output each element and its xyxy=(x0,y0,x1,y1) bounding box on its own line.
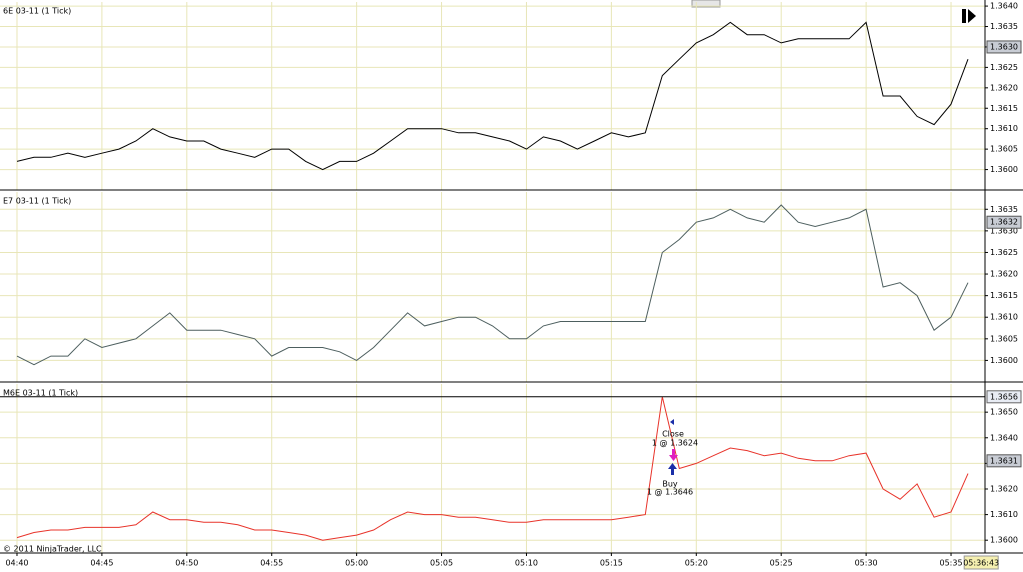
last-price-tag xyxy=(986,454,1022,468)
last-price-tag xyxy=(986,215,1022,229)
y-tick-label: 1.3635 xyxy=(990,205,1018,214)
y-tick-label: 1.3605 xyxy=(990,145,1018,154)
annotation: 1 @ 1.3624 xyxy=(652,439,698,448)
y-tick-label: 1.3615 xyxy=(990,291,1018,300)
y-tick-label: 1.3610 xyxy=(990,510,1018,519)
x-tick-label: 05:25 xyxy=(770,559,793,568)
x-tick-label: 05:35 xyxy=(940,559,963,568)
y-tick-label: 1.3620 xyxy=(990,484,1018,493)
panel-title: 6E 03-11 (1 Tick) xyxy=(3,7,71,16)
y-tick-label: 1.3640 xyxy=(990,433,1018,442)
annotation: Close xyxy=(662,430,684,439)
y-tick-label: 1.3600 xyxy=(990,356,1018,365)
last-price-tag xyxy=(986,40,1022,54)
annotation: Buy xyxy=(662,480,678,489)
y-tick-label: 1.3610 xyxy=(990,124,1018,133)
trade-annotations: Close 1 @ 1.3624 Buy 1 @ 1.3646 xyxy=(647,419,698,497)
x-tick-label: 05:30 xyxy=(855,559,878,568)
y-tick-label: 1.3620 xyxy=(990,270,1018,279)
high-price-label: 1.3656 xyxy=(990,392,1018,401)
x-tick-label: 05:20 xyxy=(685,559,708,568)
last-price-label: 1.3632 xyxy=(990,218,1018,227)
y-tick-label: 1.3600 xyxy=(990,536,1018,545)
panel-tab[interactable] xyxy=(691,0,721,8)
high-price-tag xyxy=(986,390,1022,404)
x-tick-label: 05:15 xyxy=(600,559,623,568)
last-price-label: 1.3630 xyxy=(990,42,1018,51)
y-tick-label: 1.3620 xyxy=(990,83,1018,92)
y-tick-label: 1.3605 xyxy=(990,334,1018,343)
x-tick-label: 05:00 xyxy=(345,559,368,568)
y-tick-label: 1.3625 xyxy=(990,248,1018,257)
exit-marker xyxy=(670,419,674,425)
last-price-label: 1.3631 xyxy=(990,456,1018,465)
y-tick-label: 1.3630 xyxy=(990,226,1018,235)
x-tick-label: 05:10 xyxy=(515,559,538,568)
price-line xyxy=(16,204,969,366)
current-time-label: 05:36:43 xyxy=(963,559,999,568)
price-line xyxy=(16,396,969,541)
x-tick-label: 05:05 xyxy=(430,559,453,568)
scroll-end-icon[interactable] xyxy=(968,9,976,23)
annotation: 1 @ 1.3646 xyxy=(647,488,693,497)
panel-title: M6E 03-11 (1 Tick) xyxy=(3,389,78,398)
x-tick-label: 04:50 xyxy=(175,559,198,568)
y-tick-label: 1.3625 xyxy=(990,63,1018,72)
y-tick-label: 1.3650 xyxy=(990,408,1018,417)
y-tick-label: 1.3640 xyxy=(990,2,1018,11)
y-tick-label: 1.3600 xyxy=(990,165,1018,174)
x-tick-label: 04:40 xyxy=(5,559,28,568)
x-tick-label: 04:55 xyxy=(260,559,283,568)
price-line xyxy=(16,21,969,171)
y-tick-label: 1.3610 xyxy=(990,313,1018,322)
copyright: © 2011 NinjaTrader, LLC xyxy=(3,545,102,554)
current-time-tag xyxy=(963,555,999,570)
panel-title: E7 03-11 (1 Tick) xyxy=(3,197,71,206)
scroll-end-button[interactable] xyxy=(962,9,966,23)
y-tick-label: 1.3635 xyxy=(990,22,1018,31)
y-tick-label: 1.3615 xyxy=(990,104,1018,113)
close-arrow xyxy=(669,449,678,461)
x-tick-label: 04:45 xyxy=(90,559,113,568)
buy-arrow xyxy=(668,463,677,475)
